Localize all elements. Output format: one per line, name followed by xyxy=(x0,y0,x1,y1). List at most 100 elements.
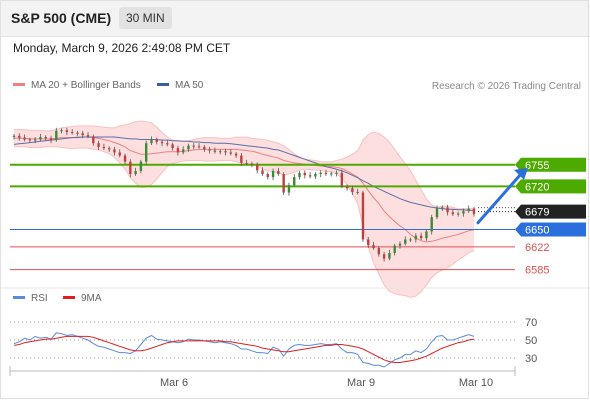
candle-body xyxy=(33,139,37,141)
candle-body xyxy=(361,192,365,240)
candle-body xyxy=(425,231,428,239)
legend-ma50-swatch xyxy=(157,82,169,86)
legend-ma50-label: MA 50 xyxy=(175,80,204,91)
candle-body xyxy=(213,150,217,152)
candle-body xyxy=(70,132,74,134)
candle-body xyxy=(129,161,132,175)
instrument-title: S&P 500 (CME) xyxy=(11,10,112,26)
legend-9ma: 9MA xyxy=(63,293,102,304)
ma50-line xyxy=(13,136,474,211)
candle-body xyxy=(282,174,285,193)
legend-9ma-label: 9MA xyxy=(81,293,102,304)
level-tag-6720: 6720 xyxy=(515,179,586,194)
candle-body xyxy=(351,188,354,192)
candle-body xyxy=(250,163,254,165)
candle-body xyxy=(324,172,328,175)
timeframe-badge[interactable]: 30 MIN xyxy=(119,7,172,29)
legend-ma50: MA 50 xyxy=(157,80,203,91)
candle-body xyxy=(382,254,386,259)
current-price-tag xyxy=(515,204,586,219)
legend-rsi: RSI xyxy=(13,293,48,304)
level-label-6755: 6755 xyxy=(525,160,549,172)
candle-body xyxy=(208,149,211,151)
candle-body xyxy=(203,146,206,150)
candle-body xyxy=(65,130,69,133)
candle-body xyxy=(330,173,333,175)
candle-body xyxy=(345,186,349,189)
candle-body xyxy=(271,170,275,178)
candle-body xyxy=(60,130,63,132)
candle-body xyxy=(404,239,407,244)
candle-body xyxy=(456,213,460,215)
candle-body xyxy=(335,172,338,174)
x-tick-label: Mar 9 xyxy=(347,377,375,389)
bollinger-lower-line xyxy=(14,146,475,298)
candle-body xyxy=(314,174,317,177)
legend-bollinger-swatch xyxy=(13,82,25,86)
x-tick-label: Mar 10 xyxy=(459,377,493,389)
legend-bollinger: MA 20 + Bollinger Bands xyxy=(13,80,141,91)
candle-body xyxy=(97,143,100,147)
rsi-series-9ma xyxy=(13,335,475,363)
candle-body xyxy=(441,207,444,209)
candle-body xyxy=(462,211,465,214)
candle-body xyxy=(393,245,396,254)
x-tick-label: Mar 6 xyxy=(160,377,188,389)
candle-body xyxy=(102,146,106,149)
candle-body xyxy=(176,148,180,153)
candle-body xyxy=(139,161,143,171)
candle-body xyxy=(123,155,127,162)
candle-body xyxy=(293,177,296,186)
candle-body xyxy=(266,174,269,178)
candle-body xyxy=(155,139,158,142)
candle-body xyxy=(388,253,391,259)
candle-body xyxy=(219,151,222,153)
candle-body xyxy=(171,144,174,149)
candle-body xyxy=(166,143,169,145)
legend-rsi-swatch xyxy=(13,295,25,299)
chart-header: S&P 500 (CME) 30 MIN xyxy=(0,0,590,37)
candle-body xyxy=(39,137,42,140)
candle-body xyxy=(224,151,227,153)
candle-body xyxy=(28,139,32,141)
candle-body xyxy=(44,137,47,139)
current-price-label: 6679 xyxy=(525,207,549,219)
candle-body xyxy=(287,185,291,193)
legend-bollinger-label: MA 20 + Bollinger Bands xyxy=(31,80,141,91)
candle-body xyxy=(367,239,370,245)
candle-body xyxy=(55,130,58,141)
candle-body xyxy=(240,155,243,163)
candle-body xyxy=(377,248,381,255)
level-label-6622: 6622 xyxy=(525,242,549,254)
candle-body xyxy=(467,208,470,212)
candle-body xyxy=(308,175,312,177)
candle-body xyxy=(298,172,301,178)
candle-body xyxy=(409,239,412,241)
candle-body xyxy=(472,208,476,215)
bollinger-band-area xyxy=(14,121,474,298)
candle-body xyxy=(144,143,148,162)
candle-body xyxy=(435,208,439,218)
level-label-6720: 6720 xyxy=(525,181,549,193)
level-tag-shape-6755 xyxy=(515,157,586,172)
candle-body xyxy=(234,153,238,156)
candle-body xyxy=(23,137,26,140)
candle-body xyxy=(229,152,232,154)
level-tag-shape-6650 xyxy=(515,222,586,237)
legend-rsi-label: RSI xyxy=(31,293,48,304)
projection-arrow-shaft xyxy=(476,171,524,225)
candle-body xyxy=(277,170,280,175)
candle-body xyxy=(398,243,402,246)
candle-body xyxy=(303,172,307,176)
rsi-series-rsi xyxy=(13,332,475,368)
timestamp: Monday, March 9, 2026 2:49:08 PM CET xyxy=(13,41,231,55)
rsi-tick-label-30: 30 xyxy=(525,353,537,365)
candle-body xyxy=(107,148,111,150)
candle-body xyxy=(86,135,90,137)
candle-body xyxy=(245,162,248,164)
candle-body xyxy=(340,172,344,187)
candle-body xyxy=(319,172,322,175)
candle-body xyxy=(419,235,423,239)
candle-body xyxy=(181,149,185,153)
